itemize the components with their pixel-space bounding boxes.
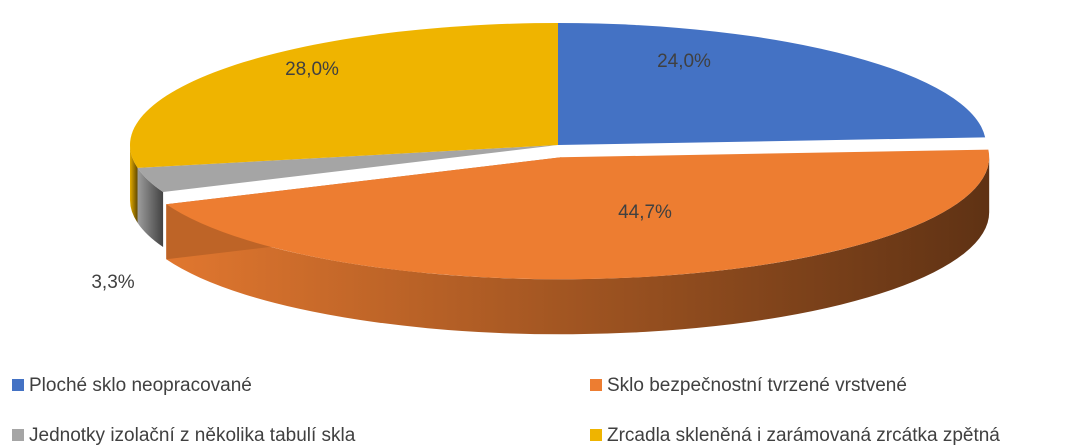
pie-side	[130, 145, 138, 223]
legend-label: Jednotky izolační z několika tabulí skla	[29, 425, 356, 446]
pie-slice	[129, 23, 558, 168]
legend-label: Ploché sklo neopracované	[29, 375, 252, 396]
pie-side	[166, 157, 990, 335]
data-label: 24,0%	[657, 51, 711, 72]
pie-slice	[166, 149, 990, 280]
data-label: 28,0%	[285, 59, 339, 80]
legend-swatch	[12, 379, 24, 391]
legend-label: Sklo bezpečnostní tvrzené vrstvené	[607, 375, 907, 396]
legend-swatch	[12, 429, 24, 441]
data-label: 3,3%	[91, 272, 134, 293]
pie-slice	[558, 23, 986, 145]
legend-label: Zrcadla skleněná i zarámovaná zrcátka zp…	[607, 425, 1000, 446]
pie-slice	[137, 145, 558, 193]
data-label: 44,7%	[618, 202, 672, 223]
legend-swatch	[590, 429, 602, 441]
pie-side	[137, 167, 164, 248]
legend-swatch	[590, 379, 602, 391]
